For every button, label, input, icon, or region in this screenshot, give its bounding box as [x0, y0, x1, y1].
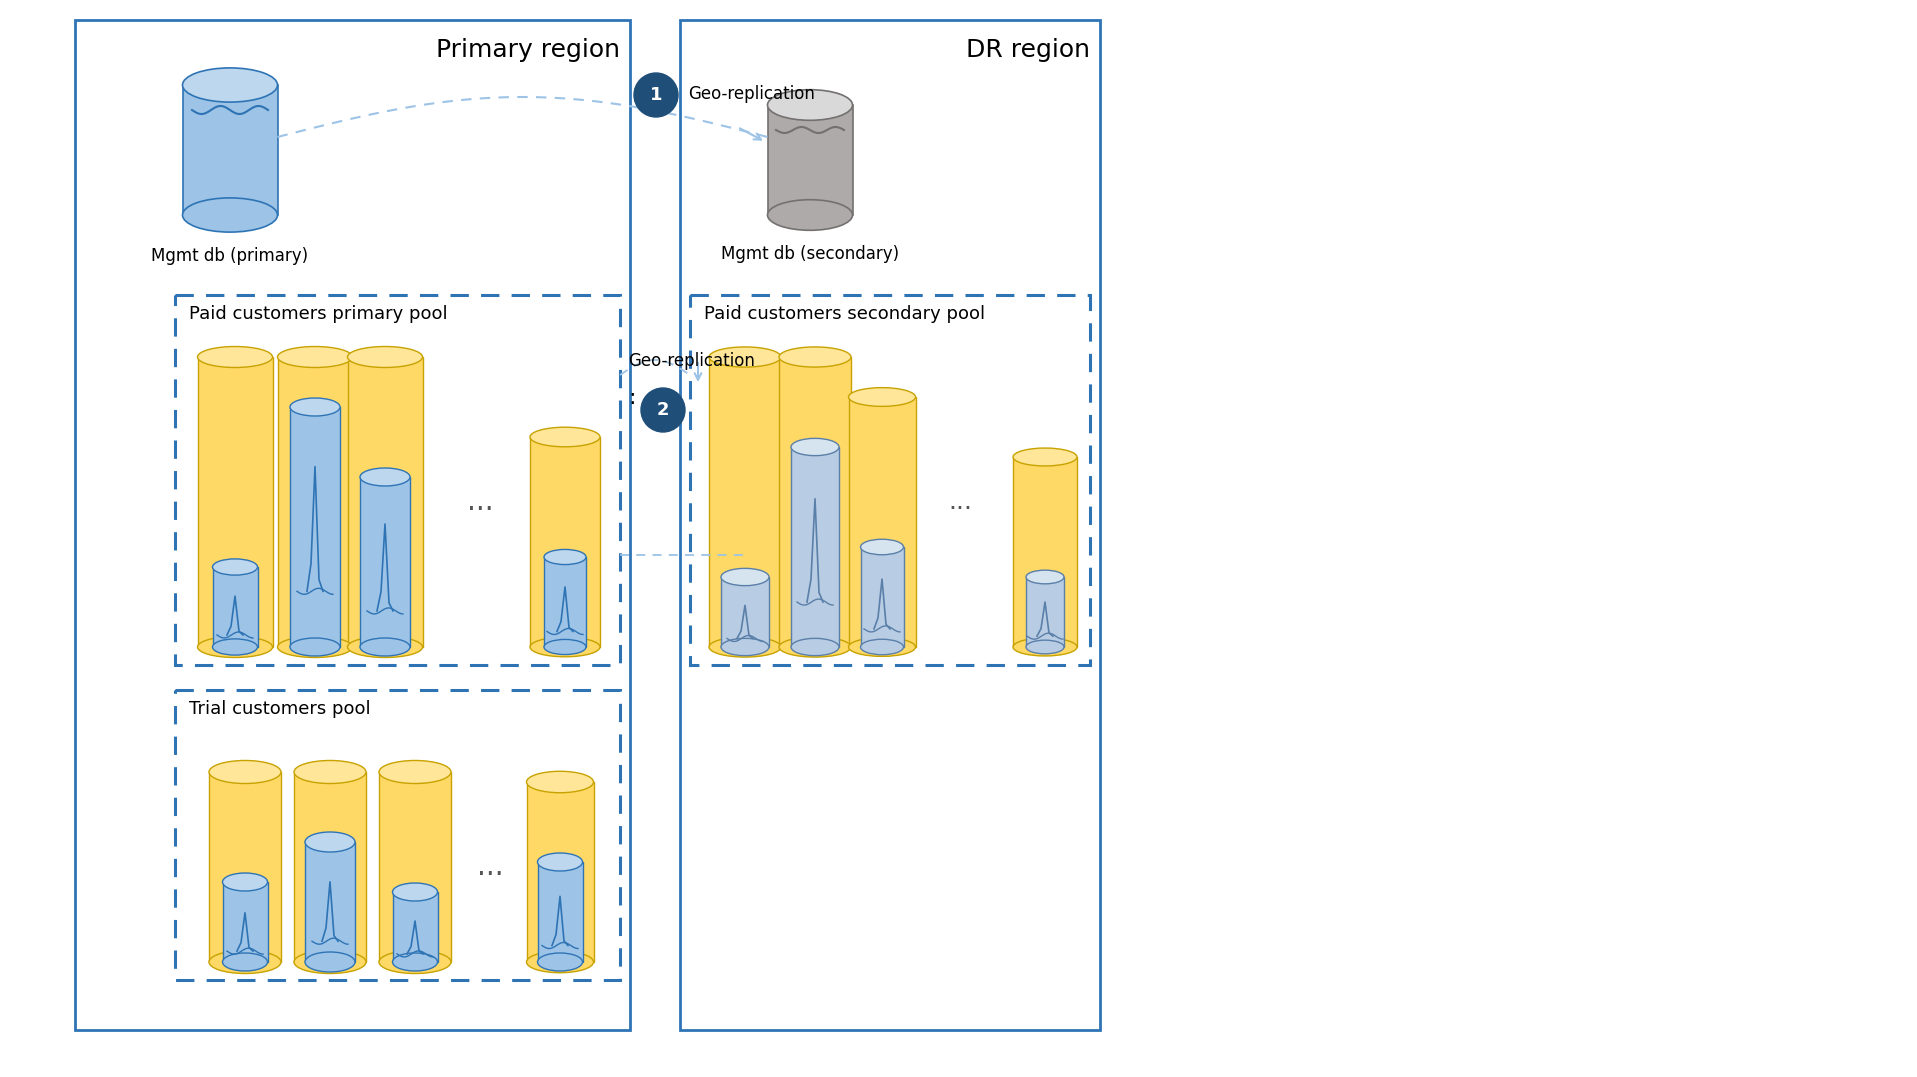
Ellipse shape [709, 637, 780, 657]
FancyBboxPatch shape [529, 437, 600, 647]
Text: Trial customers pool: Trial customers pool [190, 700, 370, 718]
Circle shape [640, 388, 684, 432]
Ellipse shape [792, 639, 840, 656]
Ellipse shape [182, 68, 278, 102]
FancyBboxPatch shape [360, 477, 410, 647]
Ellipse shape [305, 952, 355, 973]
FancyBboxPatch shape [767, 104, 853, 215]
Ellipse shape [347, 637, 422, 657]
Ellipse shape [537, 853, 583, 871]
FancyBboxPatch shape [278, 356, 353, 647]
Ellipse shape [1012, 638, 1077, 656]
Ellipse shape [1012, 448, 1077, 466]
Text: Geo-replication: Geo-replication [688, 85, 815, 103]
Ellipse shape [849, 638, 916, 656]
Ellipse shape [213, 639, 257, 655]
Ellipse shape [197, 637, 272, 657]
Circle shape [635, 73, 679, 117]
Ellipse shape [861, 640, 903, 655]
Text: DR region: DR region [966, 38, 1091, 62]
Ellipse shape [721, 639, 769, 656]
FancyBboxPatch shape [380, 772, 450, 962]
Ellipse shape [767, 89, 853, 121]
FancyBboxPatch shape [393, 892, 437, 962]
Text: Paid customers secondary pool: Paid customers secondary pool [704, 305, 985, 323]
Ellipse shape [792, 438, 840, 456]
Ellipse shape [278, 347, 353, 367]
Text: Mgmt db (secondary): Mgmt db (secondary) [721, 246, 899, 263]
Ellipse shape [278, 637, 353, 657]
FancyBboxPatch shape [1026, 577, 1064, 647]
Ellipse shape [209, 760, 282, 784]
Ellipse shape [849, 388, 916, 406]
Ellipse shape [182, 198, 278, 233]
Ellipse shape [767, 199, 853, 230]
Text: ...: ... [466, 488, 493, 516]
Ellipse shape [527, 771, 594, 793]
Ellipse shape [544, 640, 587, 655]
FancyBboxPatch shape [544, 557, 587, 647]
Ellipse shape [1026, 570, 1064, 584]
Text: ...: ... [949, 490, 972, 514]
Ellipse shape [197, 347, 272, 367]
FancyBboxPatch shape [289, 407, 339, 647]
Text: Paid customers primary pool: Paid customers primary pool [190, 305, 449, 323]
Ellipse shape [380, 760, 450, 784]
Ellipse shape [861, 540, 903, 555]
FancyBboxPatch shape [213, 567, 257, 647]
FancyBboxPatch shape [527, 782, 594, 962]
Ellipse shape [360, 638, 410, 656]
Ellipse shape [289, 398, 339, 416]
Ellipse shape [709, 347, 780, 367]
Ellipse shape [347, 347, 422, 367]
Text: Geo-replication: Geo-replication [629, 352, 755, 370]
Ellipse shape [778, 347, 851, 367]
Ellipse shape [529, 638, 600, 657]
Ellipse shape [305, 833, 355, 852]
Ellipse shape [380, 951, 450, 974]
Ellipse shape [527, 951, 594, 973]
Text: Mgmt db (primary): Mgmt db (primary) [151, 247, 309, 265]
Ellipse shape [222, 953, 268, 971]
FancyBboxPatch shape [861, 547, 903, 647]
Ellipse shape [293, 760, 366, 784]
Ellipse shape [209, 951, 282, 974]
FancyBboxPatch shape [721, 577, 769, 647]
FancyBboxPatch shape [222, 882, 268, 962]
Text: 1: 1 [650, 86, 661, 104]
Ellipse shape [529, 428, 600, 447]
Ellipse shape [213, 559, 257, 575]
Ellipse shape [293, 951, 366, 974]
FancyBboxPatch shape [182, 85, 278, 215]
FancyBboxPatch shape [197, 356, 272, 647]
FancyBboxPatch shape [1012, 457, 1077, 647]
FancyBboxPatch shape [305, 842, 355, 962]
FancyBboxPatch shape [792, 447, 840, 647]
Text: ...: ... [477, 853, 504, 881]
Text: Primary region: Primary region [435, 38, 619, 62]
Ellipse shape [393, 883, 437, 901]
Ellipse shape [393, 953, 437, 971]
FancyBboxPatch shape [537, 862, 583, 962]
FancyBboxPatch shape [209, 772, 282, 962]
FancyBboxPatch shape [709, 356, 780, 647]
Text: 2: 2 [658, 401, 669, 419]
Ellipse shape [537, 953, 583, 971]
Ellipse shape [222, 873, 268, 891]
Ellipse shape [289, 638, 339, 656]
FancyBboxPatch shape [293, 772, 366, 962]
Ellipse shape [360, 468, 410, 486]
FancyBboxPatch shape [347, 356, 422, 647]
FancyBboxPatch shape [849, 397, 916, 647]
Ellipse shape [721, 569, 769, 586]
FancyBboxPatch shape [778, 356, 851, 647]
Ellipse shape [778, 637, 851, 657]
Ellipse shape [544, 549, 587, 564]
Text: :: : [629, 388, 636, 408]
Ellipse shape [1026, 640, 1064, 654]
